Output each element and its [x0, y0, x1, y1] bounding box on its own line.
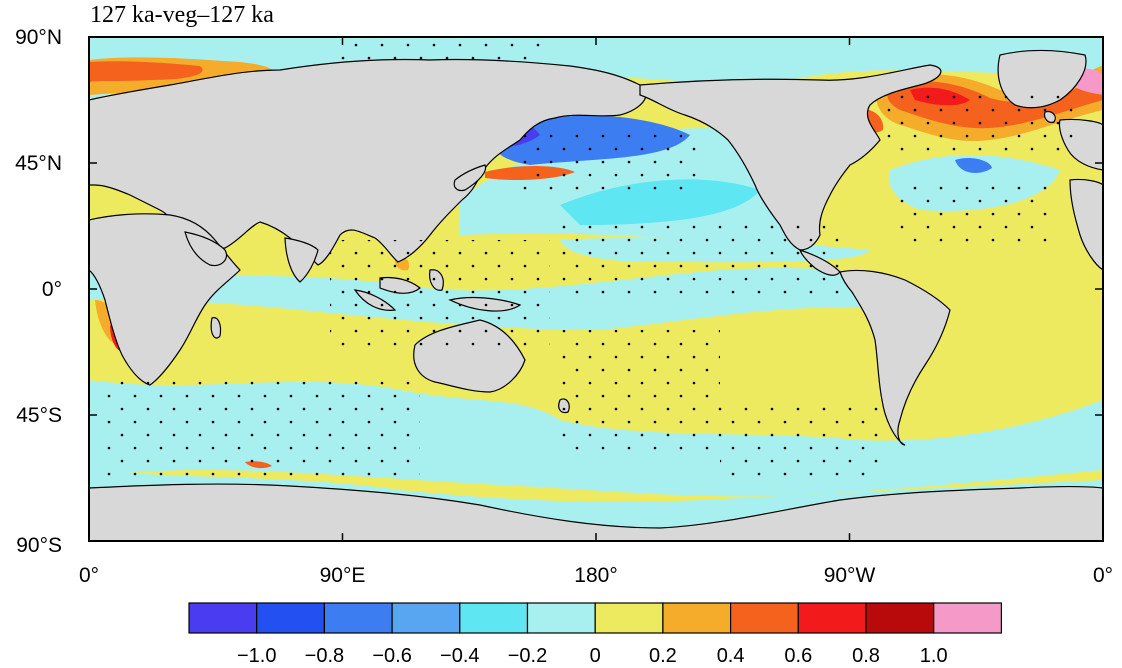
- map-title: 127 ka-veg–127 ka: [90, 2, 274, 28]
- lat-ticks: [89, 36, 1103, 542]
- lon-label-0: 0°: [79, 564, 99, 587]
- north-atlantic-blue: [955, 157, 992, 173]
- colorbar-swatch: [256, 602, 326, 634]
- colorbar-label: 1.0: [920, 645, 948, 667]
- colorbar-swatch: [526, 602, 596, 634]
- lat-label-0: 0°: [42, 278, 62, 301]
- colorbar-swatch: [797, 602, 867, 634]
- lon-label-90w: 90°W: [824, 564, 876, 587]
- west-africa: [1069, 178, 1103, 271]
- colorbar-label: 0.4: [717, 645, 745, 667]
- colorbar-label: 0: [590, 645, 601, 667]
- colorbar-label: 0.8: [852, 645, 880, 667]
- land-masses: [89, 49, 1103, 541]
- lon-ticks: [88, 37, 1104, 541]
- arabia: [184, 231, 228, 267]
- colorbar-swatch: [391, 602, 461, 634]
- north-america: [639, 64, 942, 251]
- south-america: [839, 269, 951, 446]
- colorbar-label: 0.6: [784, 645, 812, 667]
- india: [284, 237, 319, 283]
- barents-red-orange: [89, 61, 203, 82]
- colorbar-swatch: [459, 602, 529, 634]
- colorbar-label: 0.2: [649, 645, 677, 667]
- colorbar-swatch: [188, 602, 258, 634]
- colorbar-swatch: [865, 602, 935, 634]
- colorbar-swatch: [729, 602, 799, 634]
- lat-label-90n: 90°N: [15, 26, 62, 49]
- madagascar: [210, 317, 222, 339]
- lat-label-45s: 45°S: [16, 404, 62, 427]
- colorbar-label: −1.0: [237, 645, 276, 667]
- colorbar-swatch: [662, 602, 732, 634]
- antarctica: [89, 483, 1103, 541]
- colorbar-swatch: [933, 602, 1003, 634]
- north-pacific-cyan: [560, 179, 760, 225]
- colorbar: −1.0 −0.8 −0.6 −0.4 −0.2 0 0.2 0.4 0.6 0.8 1.0: [188, 602, 1003, 667]
- colorbar-swatch: [594, 602, 664, 634]
- lon-label-0-end: 0°: [1093, 564, 1113, 587]
- japan: [453, 164, 487, 192]
- lat-label-90s: 90°S: [16, 534, 62, 557]
- colorbar-label: −0.2: [508, 645, 547, 667]
- lat-label-45n: 45°N: [15, 152, 62, 175]
- colorbar-label: −0.6: [372, 645, 411, 667]
- map-area: [89, 37, 1103, 541]
- stippling: [100, 40, 1080, 480]
- colorbar-label: −0.8: [305, 645, 344, 667]
- lon-label-180: 180°: [574, 564, 617, 587]
- colorbar-label: −0.4: [440, 645, 479, 667]
- lon-label-90e: 90°E: [320, 564, 366, 587]
- colorbar-swatch: [323, 602, 393, 634]
